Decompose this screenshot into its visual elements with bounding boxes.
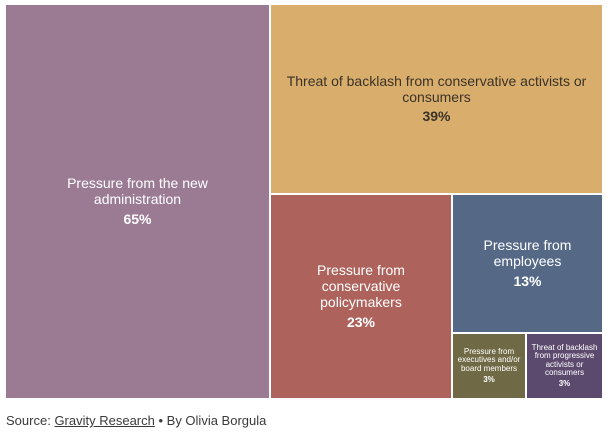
source-byline: • By Olivia Borgula (158, 413, 267, 428)
treemap-cell-value: 3% (483, 375, 495, 385)
treemap-cell-label: Pressure from conservative policymakers (317, 262, 405, 310)
treemap-cell-value: 39% (422, 108, 451, 125)
treemap-cell-conservative-backlash: Threat of backlash from conservative act… (270, 4, 603, 194)
treemap-cell-value: 65% (123, 210, 152, 227)
treemap-chart: Pressure from the new administration 65% T… (5, 4, 603, 399)
source-line: Source: Gravity Research • By Olivia Bor… (6, 413, 266, 428)
treemap-cell-label: Threat of backlash from conservative act… (286, 72, 587, 105)
treemap-cell-progressive-backlash: Threat of backlash from progressive acti… (526, 333, 603, 399)
treemap-cell-label: Pressure from the new administration (67, 175, 208, 207)
treemap-cell-conservative-policymakers: Pressure from conservative policymakers 2… (270, 194, 452, 399)
source-link[interactable]: Gravity Research (54, 413, 155, 428)
treemap-cell-value: 23% (346, 313, 376, 330)
treemap-cell-new-administration: Pressure from the new administration 65% (5, 4, 270, 399)
source-prefix: Source: (6, 413, 51, 428)
treemap-cell-value: 3% (558, 379, 571, 389)
treemap-cell-employees: Pressure from employees 13% (452, 194, 603, 333)
treemap-cell-label: Threat of backlash from progressive acti… (531, 342, 598, 377)
treemap-cell-value: 13% (513, 272, 542, 289)
treemap-cell-label: Pressure from employees (483, 237, 572, 269)
treemap-cell-label: Pressure from executives and/or board me… (457, 346, 521, 373)
treemap-cell-executives-board: Pressure from executives and/or board me… (452, 333, 526, 399)
